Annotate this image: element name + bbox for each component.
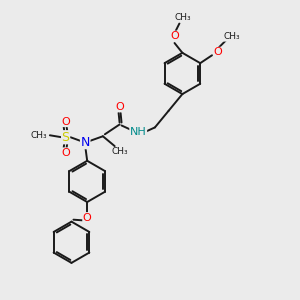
Text: S: S (61, 131, 70, 144)
Text: CH₃: CH₃ (111, 148, 128, 157)
Text: NH: NH (130, 127, 147, 137)
Text: O: O (214, 47, 222, 57)
Text: CH₃: CH₃ (223, 32, 240, 41)
Text: O: O (61, 116, 70, 127)
Text: N: N (80, 136, 90, 148)
Text: O: O (61, 148, 70, 158)
Text: O: O (115, 102, 124, 112)
Text: O: O (83, 213, 92, 223)
Text: O: O (170, 31, 179, 41)
Text: CH₃: CH₃ (174, 13, 191, 22)
Text: CH₃: CH₃ (31, 131, 47, 140)
